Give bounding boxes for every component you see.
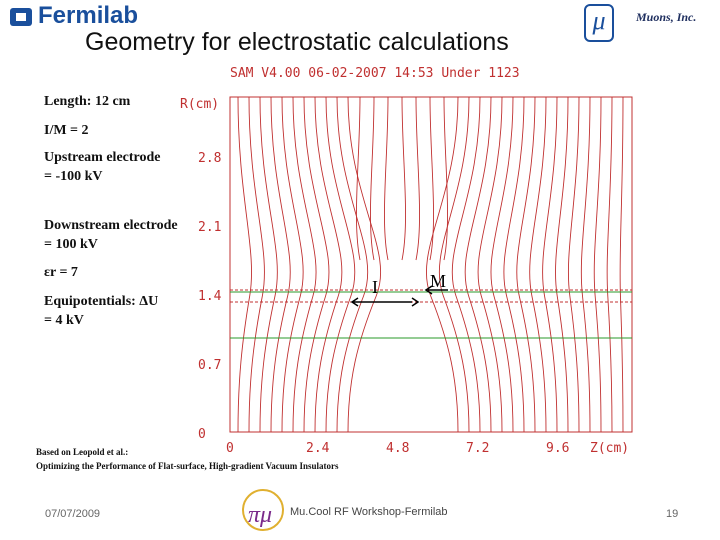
equipotential <box>439 96 470 433</box>
equipotential <box>606 96 613 433</box>
date: 07/07/2009 <box>45 508 101 520</box>
reference-line: Optimizing the Performance of Flat-surfa… <box>36 461 339 471</box>
equipotential <box>401 96 406 261</box>
note: εr = 7 <box>44 265 78 280</box>
reference-line: Based on Leopold et al.: <box>36 447 129 457</box>
equipotential <box>529 96 547 433</box>
equipotential <box>443 96 448 261</box>
equipotential <box>347 96 381 433</box>
x-tick-label: 9.6 <box>546 441 569 456</box>
equipotential <box>429 96 434 261</box>
y-tick-label: 0.7 <box>198 358 221 373</box>
equipotential <box>356 96 361 261</box>
equipotential <box>270 96 291 433</box>
equipotential <box>384 96 389 261</box>
equipotential <box>248 96 265 433</box>
equipotential <box>477 96 503 433</box>
note: Length: 12 cm <box>44 94 131 109</box>
x-axis-label: Z(cm) <box>590 441 629 456</box>
equipotential <box>303 96 330 433</box>
equipotential <box>568 96 580 433</box>
note: I/M = 2 <box>44 123 89 138</box>
mucool-logo: πμ <box>242 489 284 531</box>
note: Equipotentials: ΔU = 4 kV <box>44 294 159 328</box>
x-tick-label: 7.2 <box>466 441 489 456</box>
event: Mu.Cool RF Workshop-Fermilab <box>290 506 448 518</box>
equipotential <box>464 96 492 433</box>
equipotential <box>451 96 481 433</box>
equipotential <box>593 96 602 433</box>
equipotential <box>619 96 624 433</box>
equipotential <box>503 96 525 433</box>
equipotential <box>490 96 514 433</box>
x-tick-label: 2.4 <box>306 441 330 456</box>
reference: Based on Leopold et al.: Optimizing the … <box>36 445 338 473</box>
company: Muons, Inc. <box>636 10 697 24</box>
label-m: M <box>430 271 446 291</box>
y-tick-label: 2.8 <box>198 151 221 166</box>
equipotential <box>580 96 591 433</box>
equipotential <box>325 96 356 433</box>
arrows <box>350 285 448 307</box>
equipotential <box>415 96 420 261</box>
equipotential <box>237 96 252 433</box>
y-tick-label: 2.1 <box>198 220 221 235</box>
equipotential <box>259 96 278 433</box>
equipotential <box>281 96 304 433</box>
page-number: 19 <box>666 508 679 520</box>
slide-title: Geometry for electrostatic calculations <box>85 28 509 56</box>
y-axis-label: R(cm) <box>180 97 219 112</box>
equipotential <box>370 96 375 261</box>
svg-text:πμ: πμ <box>248 502 272 528</box>
plot-frame <box>229 96 633 433</box>
x-tick-label: 0 <box>226 441 234 456</box>
equipotential <box>292 96 317 433</box>
y-tick-label: 1.4 <box>198 289 222 304</box>
note: Upstream electrode = -100 kV <box>44 150 161 184</box>
y-tick-label: 0 <box>198 427 206 442</box>
equipotential <box>336 96 369 433</box>
logo: Fermilab <box>38 2 139 29</box>
plot-banner: SAM V4.00 06-02-2007 14:53 Under 1123 <box>230 66 520 81</box>
label-i: I <box>372 277 378 297</box>
note: Downstream electrode = 100 kV <box>44 218 178 252</box>
equipotential <box>555 96 569 433</box>
fermilab-icon <box>10 8 32 26</box>
x-tick-label: 4.8 <box>386 441 409 456</box>
equipotential <box>516 96 536 433</box>
mu-logo: μ <box>584 4 614 42</box>
equipotential <box>314 96 343 433</box>
equipotential <box>542 96 558 433</box>
